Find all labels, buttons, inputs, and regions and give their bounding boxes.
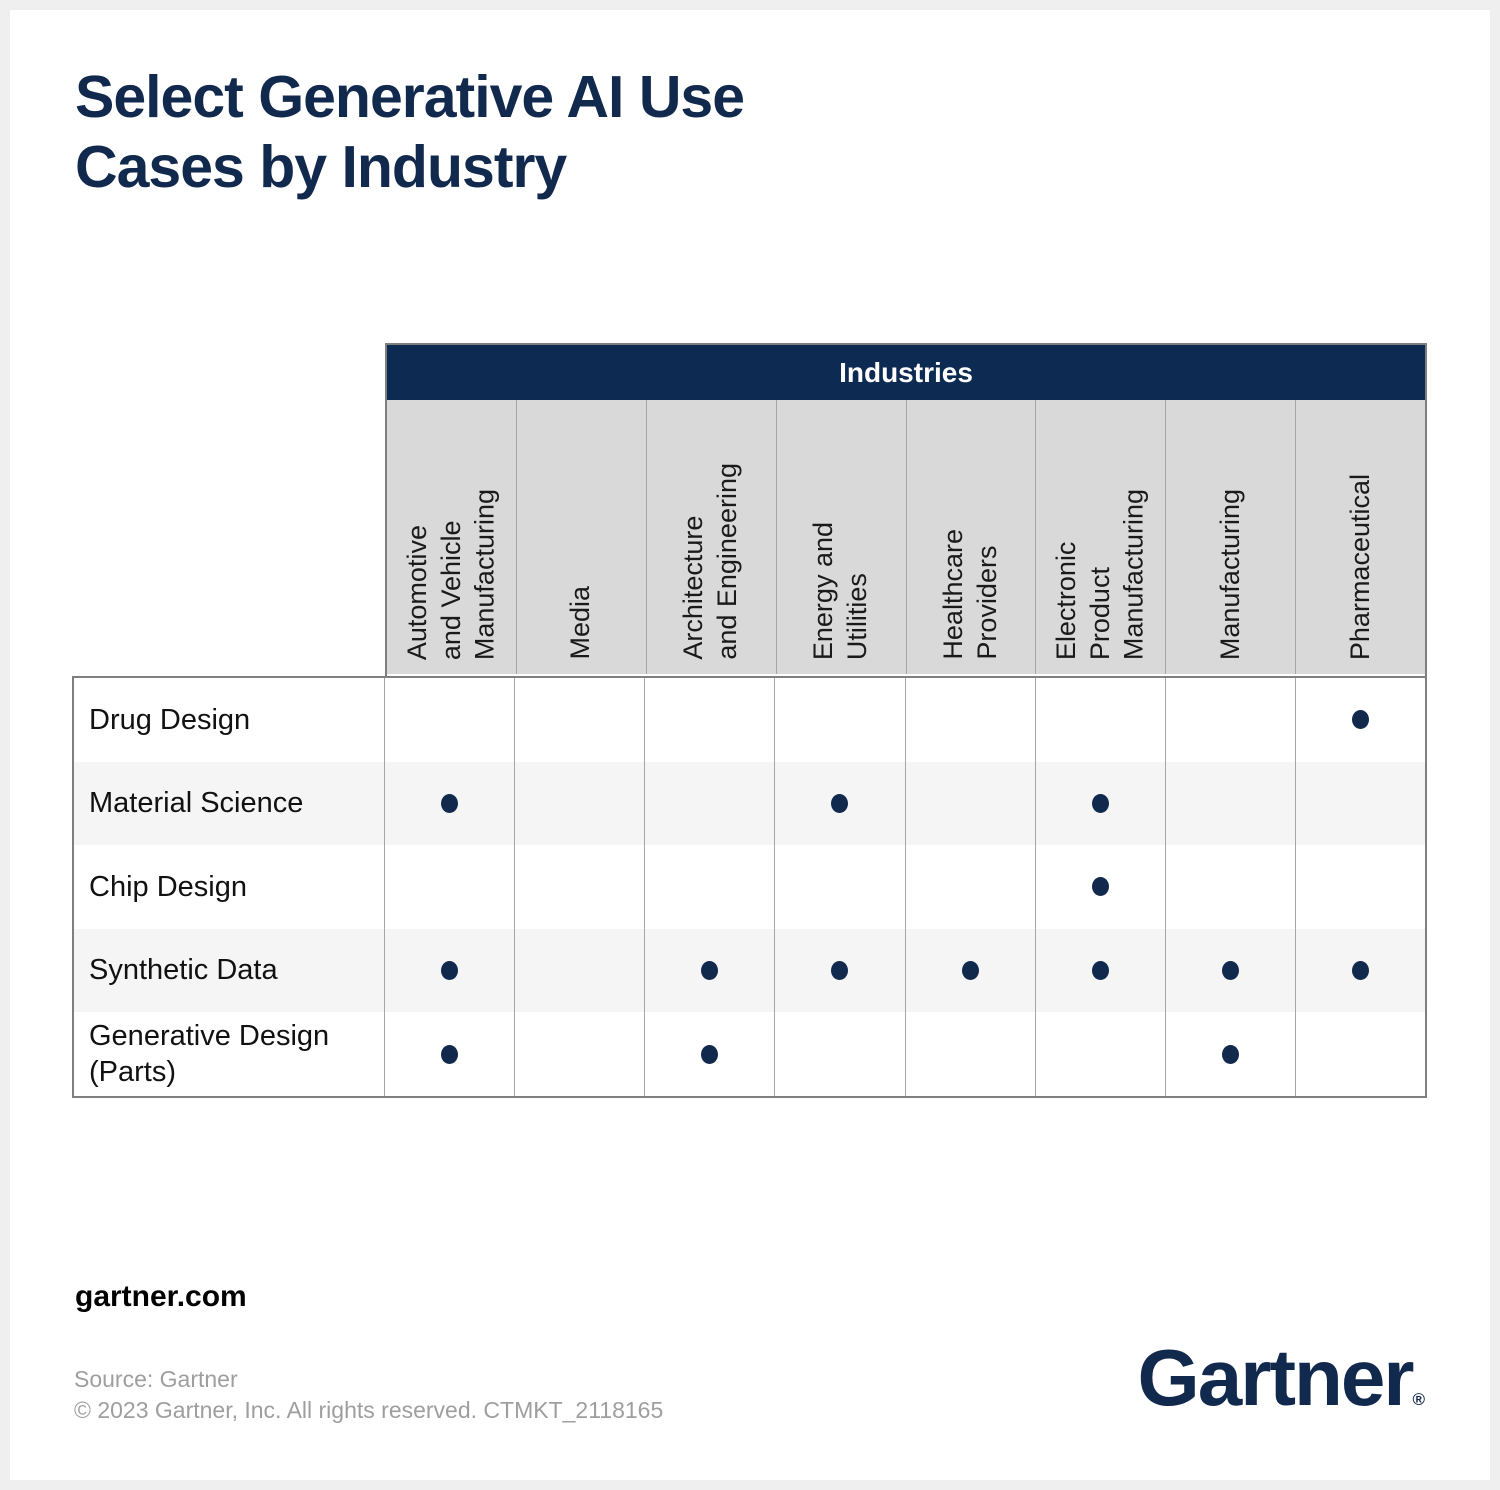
registered-mark-icon: ® [1412,1390,1425,1409]
dot-marker-icon [831,961,849,981]
source-line: Source: Gartner [74,1366,238,1392]
matrix-cell [515,678,646,762]
industry-column-header: Energy and Utilities [777,400,907,674]
matrix-cell [1166,678,1296,762]
matrix-cell [1036,845,1166,929]
industry-column-label: Electronic Product Manufacturing [1051,488,1149,660]
table-row: Chip Design [74,845,1425,929]
dot-marker-icon [1221,961,1239,981]
matrix-cell [515,845,646,929]
matrix-cell [775,928,906,1013]
use-case-label: Chip Design [74,845,385,929]
matrix-cell [1166,845,1296,929]
dot-marker-icon [441,1044,459,1064]
matrix-cell [775,1012,906,1096]
industry-column-header: Media [517,400,647,674]
industry-columns: Automotive and Vehicle Manufacturing Medi… [387,400,1425,674]
gartner-logo: Gartner® [1137,1338,1425,1418]
dot-marker-icon [831,793,849,813]
use-case-label: Generative Design (Parts) [74,1012,385,1096]
matrix-cell [385,678,516,762]
matrix-cell [385,928,516,1013]
matrix-cell [1036,678,1166,762]
table-row: Drug Design [74,678,1425,762]
matrix-cell [1036,1012,1166,1096]
matrix-cell [906,678,1036,762]
use-case-label: Synthetic Data [74,928,385,1013]
matrix-table: Drug Design Material Science Chip Design Sy… [72,676,1427,1098]
industry-column-label: Healthcare Providers [938,529,1002,660]
industry-column-label: Media [565,586,596,660]
matrix-cell [775,761,906,846]
matrix-cell [515,928,646,1013]
matrix-cell [645,761,776,846]
matrix-cell [645,845,776,929]
use-case-label: Drug Design [74,678,385,762]
dot-marker-icon [1351,961,1369,981]
industry-column-header: Architecture and Engineering [647,400,777,674]
matrix-cell [1166,1012,1296,1096]
matrix-cell [906,845,1036,929]
industry-column-label: Architecture and Engineering [678,463,743,660]
matrix-cell [1296,929,1425,1013]
copyright-line: © 2023 Gartner, Inc. All rights reserved… [74,1397,664,1423]
matrix-cell [1296,678,1425,762]
matrix-cell [515,761,646,846]
dot-marker-icon [1091,961,1109,981]
industries-bar: Industries [387,345,1425,400]
industry-column-header: Electronic Product Manufacturing [1036,400,1167,674]
matrix-cell [1036,928,1166,1013]
use-case-label: Material Science [74,761,385,846]
dot-marker-icon [961,961,979,981]
industries-header-block: Industries Automotive and Vehicle Manufa… [385,343,1427,676]
matrix-cell [645,928,776,1013]
matrix-cell [906,761,1036,846]
industry-column-label: Manufacturing [1214,488,1245,660]
matrix-cell [1296,1012,1425,1096]
industry-column-header: Manufacturing [1166,400,1297,674]
dot-marker-icon [1351,710,1369,730]
dot-marker-icon [1091,793,1109,813]
matrix-cell [645,1012,776,1096]
matrix-cell [906,928,1036,1013]
dot-marker-icon [441,961,459,981]
dot-marker-icon [701,961,719,981]
matrix-cell [775,678,906,762]
matrix-cell [385,761,516,846]
gartner-logo-text: Gartner [1137,1333,1414,1422]
industry-column-label: Automotive and Vehicle Manufacturing [401,488,500,660]
matrix-cell [1296,762,1425,846]
industry-column-label: Energy and Utilities [808,521,873,660]
table-row: Material Science [74,761,1425,846]
matrix-cell [1036,761,1166,846]
gartner-url: gartner.com [75,1280,247,1313]
dot-marker-icon [1091,877,1109,897]
dot-marker-icon [441,793,459,813]
matrix-cell [775,845,906,929]
industry-column-label: Pharmaceutical [1344,473,1375,660]
page-title: Select Generative AI Use Cases by Indust… [75,64,745,200]
table-row: Generative Design (Parts) [74,1012,1425,1096]
matrix-cell [1296,845,1425,929]
matrix-cell [906,1012,1036,1096]
industry-column-header: Automotive and Vehicle Manufacturing [387,400,517,674]
matrix-cell [645,678,776,762]
industry-column-header: Healthcare Providers [907,400,1037,674]
industry-column-header: Pharmaceutical [1296,400,1425,674]
dot-marker-icon [701,1044,719,1064]
industries-bar-label: Industries [839,356,973,388]
matrix-cell [385,1012,516,1096]
dot-marker-icon [1221,1044,1239,1064]
matrix-cell [515,1012,646,1096]
matrix-cell [385,845,516,929]
table-row: Synthetic Data [74,928,1425,1013]
matrix-cell [1166,761,1296,846]
matrix-cell [1166,928,1296,1013]
